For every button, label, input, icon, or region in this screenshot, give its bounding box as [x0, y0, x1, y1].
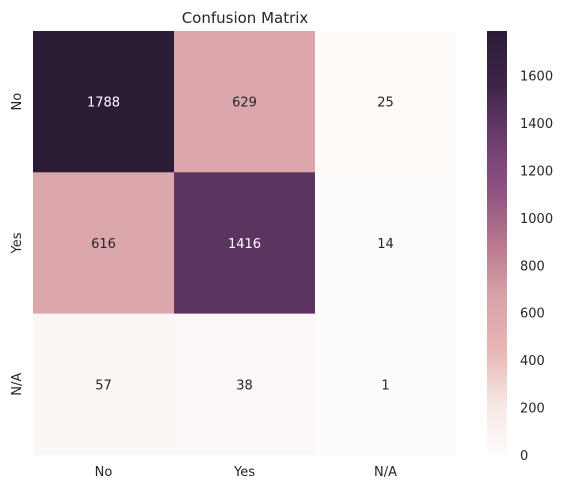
- colorbar-tick-label: 1200: [520, 164, 553, 179]
- x-tick-label: No: [95, 465, 113, 480]
- x-tick-label: N/A: [374, 465, 397, 480]
- y-tick-labels: No Yes N/A: [10, 93, 25, 396]
- colorbar-tick-label: 1600: [520, 70, 553, 85]
- colorbar-tick-label: 600: [520, 307, 545, 322]
- colorbar-tick-label: 1000: [520, 212, 553, 227]
- heatmap-cell: [33, 31, 175, 173]
- colorbar: 0 200 400 600 800 1000 1200 1400 1600: [487, 31, 553, 464]
- colorbar-gradient: [487, 31, 507, 455]
- cell-value-label: 25: [377, 96, 394, 111]
- heatmap-cell: [33, 172, 175, 315]
- heatmap-cell: [174, 313, 316, 456]
- heatmap-cell: [174, 172, 316, 315]
- cell-value-label: 1: [381, 378, 389, 393]
- y-tick-label: Yes: [10, 232, 25, 254]
- cell-value-label: 1788: [87, 96, 120, 111]
- heatmap-cells: 1788 629 25 616 1416 14 57 38 1: [33, 31, 457, 456]
- heatmap-cell: [174, 31, 316, 173]
- cell-value-label: 14: [377, 237, 394, 252]
- colorbar-tick-label: 1400: [520, 117, 553, 132]
- cell-value-label: 38: [236, 378, 253, 393]
- colorbar-tick-label: 0: [520, 449, 528, 464]
- cell-value-label: 616: [91, 237, 116, 252]
- colorbar-tick-label: 200: [520, 402, 545, 417]
- heatmap-cell: [33, 313, 175, 456]
- colorbar-tick-label: 400: [520, 354, 545, 369]
- x-tick-labels: No Yes N/A: [95, 465, 397, 480]
- x-tick-label: Yes: [233, 465, 255, 480]
- heatmap-cell: [315, 31, 457, 173]
- colorbar-tick-label: 800: [520, 259, 545, 274]
- cell-value-label: 629: [232, 96, 257, 111]
- cell-value-label: 1416: [228, 237, 261, 252]
- heatmap-cell: [315, 313, 457, 456]
- heatmap-cell: [315, 172, 457, 315]
- cell-value-label: 57: [95, 378, 112, 393]
- y-tick-label: No: [10, 93, 25, 111]
- chart-title: Confusion Matrix: [182, 9, 309, 27]
- y-tick-label: N/A: [10, 373, 25, 396]
